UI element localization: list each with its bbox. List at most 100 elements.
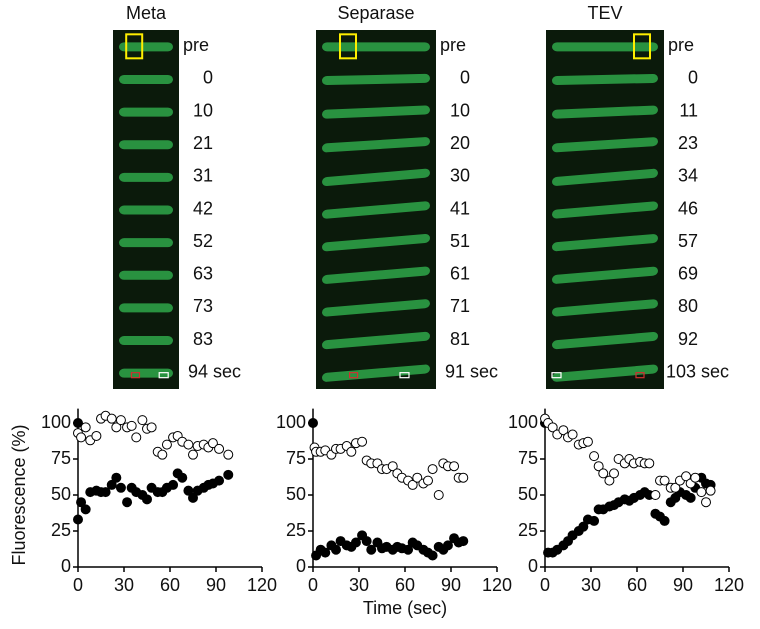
y-tick-label: 25 [51, 520, 71, 540]
spindle [552, 299, 658, 317]
data-point [567, 429, 578, 440]
data-point [331, 544, 341, 555]
spindle [119, 172, 173, 182]
data-point [701, 497, 711, 508]
y-tick-label: 75 [518, 448, 538, 468]
roi-box [339, 33, 357, 60]
frame-label: 46 [678, 198, 698, 218]
data-point [650, 490, 661, 500]
y-tick-label: 0 [528, 556, 538, 576]
x-tick-label: 0 [308, 575, 318, 595]
data-point [207, 438, 218, 449]
data-point [427, 550, 438, 561]
data-point [357, 436, 368, 447]
spindle [119, 336, 173, 346]
spindle [322, 266, 430, 284]
frame-label: 91 sec [445, 361, 498, 381]
data-point [142, 494, 152, 505]
spindle [552, 168, 658, 186]
data-point [696, 487, 707, 498]
y-tick-label: 25 [518, 520, 538, 540]
data-point [407, 479, 418, 490]
spindle [552, 105, 658, 119]
data-point [670, 482, 681, 493]
frame-label: 11 [679, 100, 698, 120]
roi-white [399, 372, 410, 379]
data-point [423, 475, 433, 486]
y-tick-label: 50 [51, 484, 71, 504]
data-point [361, 536, 372, 547]
spindle [119, 140, 173, 150]
spindle [119, 42, 173, 52]
spindle [322, 201, 430, 219]
data-point [547, 422, 558, 433]
frame-label: 81 [450, 329, 470, 349]
frame-label: 83 [193, 329, 213, 349]
frame-label: 61 [450, 264, 470, 284]
data-point [690, 472, 701, 483]
data-point [582, 436, 593, 447]
spindle [119, 303, 173, 313]
data-point [157, 449, 168, 460]
data-point [403, 544, 414, 555]
frame-label: 94 sec [188, 361, 241, 381]
data-point [183, 439, 194, 450]
data-point [458, 536, 469, 547]
frame-label: 34 [678, 166, 698, 186]
data-point [659, 515, 670, 526]
frame-label: 10 [450, 100, 470, 120]
data-point [80, 422, 91, 433]
frame-label: 20 [450, 133, 470, 153]
x-tick-label: 0 [73, 575, 83, 595]
roi-white [158, 372, 169, 379]
data-point [188, 492, 198, 503]
frame-label: pre [668, 35, 694, 55]
x-tick-label: 120 [714, 575, 744, 595]
x-tick-label: 120 [482, 575, 512, 595]
spindle [322, 105, 430, 119]
spindle [552, 331, 658, 350]
y-tick-label: 100 [276, 412, 306, 432]
y-tick-label: 0 [296, 556, 306, 576]
x-tick-label: 30 [114, 575, 134, 595]
spindle [322, 331, 430, 350]
frame-label: 51 [450, 231, 470, 251]
data-point [137, 415, 148, 426]
data-point [558, 425, 569, 436]
data-point [644, 458, 655, 469]
frame-label: 69 [678, 264, 698, 284]
data-point [589, 515, 600, 526]
frame-label: 103 sec [666, 361, 729, 381]
spindle [119, 205, 173, 215]
frame-label: 31 [193, 166, 213, 186]
data-point [387, 461, 398, 472]
data-point [73, 514, 83, 525]
data-point [177, 472, 188, 483]
data-point [106, 479, 117, 490]
data-point [427, 464, 438, 475]
x-tick-label: 90 [206, 575, 226, 595]
data-point [126, 420, 137, 431]
roi-red [130, 372, 141, 379]
panel-title: Meta [126, 3, 167, 23]
y-tick-label: 75 [51, 448, 71, 468]
data-point [366, 544, 377, 555]
frame-label: 0 [203, 68, 213, 88]
data-point [111, 472, 122, 483]
data-point [80, 504, 91, 515]
data-point [161, 439, 172, 450]
data-point [91, 430, 102, 441]
data-point [168, 479, 179, 490]
data-point [705, 485, 716, 496]
spindle [552, 364, 658, 382]
x-tick-label: 90 [673, 575, 693, 595]
spindle [552, 137, 658, 153]
data-point [131, 432, 142, 443]
data-point [593, 461, 604, 472]
spindle [322, 364, 430, 382]
data-point [442, 540, 453, 551]
data-point [659, 475, 670, 486]
spindle [119, 238, 173, 248]
data-point [604, 475, 615, 486]
